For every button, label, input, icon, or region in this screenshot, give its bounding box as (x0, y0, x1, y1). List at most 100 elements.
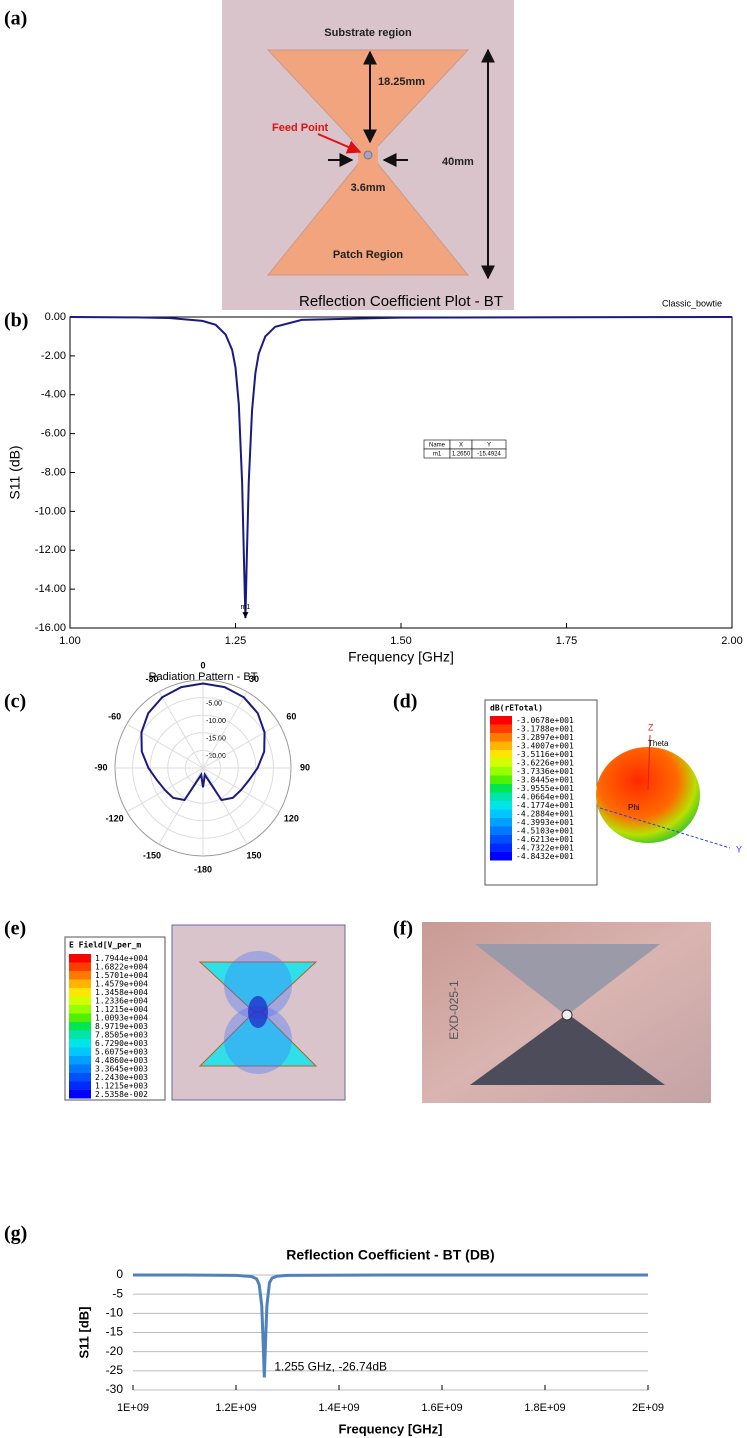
colorbar-label: 4.4860e+003 (95, 1056, 148, 1065)
angle-tick-label: 60 (286, 711, 296, 721)
corner-label: Classic_bowtie (662, 298, 722, 308)
y-tick-label: -10.00 (35, 505, 66, 517)
colorbar-swatch (490, 792, 512, 801)
marker-label: m1 (241, 604, 251, 611)
colorbar-label: 6.7290e+003 (95, 1039, 148, 1048)
colorbar-swatch (490, 818, 512, 827)
colorbar-swatch (69, 1022, 91, 1031)
colorbar-swatch (490, 733, 512, 742)
angle-tick-label: -180 (194, 864, 212, 874)
legend-title: E Field[V_per_m (69, 940, 141, 950)
colorbar-label: 1.7944e+004 (95, 954, 148, 963)
colorbar-label: -4.5103e+001 (516, 827, 574, 836)
colorbar-swatch (69, 962, 91, 971)
axis-label: Phi (628, 803, 640, 812)
y-tick-label: 0 (116, 1267, 123, 1281)
colorbar-swatch (490, 775, 512, 784)
photo-feed (561, 1009, 573, 1021)
colorbar-label: 1.2336e+004 (95, 997, 148, 1006)
angle-tick-label: -150 (143, 851, 161, 861)
field-spot (224, 1006, 292, 1074)
colorbar-label: -3.1788e+001 (516, 725, 574, 734)
y-tick-label: -2.00 (41, 350, 66, 362)
colorbar-label: -3.7336e+001 (516, 767, 574, 776)
colorbar-label: -3.6226e+001 (516, 759, 574, 768)
y-tick-label: -6.00 (41, 428, 66, 440)
y-tick-label: -20 (106, 1344, 124, 1358)
marker-table-header: Y (487, 443, 491, 449)
diagram-label: 40mm (442, 156, 474, 168)
axis-line (599, 807, 731, 849)
angle-tick-label: -120 (106, 813, 124, 823)
y-tick-label: -25 (106, 1363, 124, 1377)
y-axis-label: S11 [dB] (76, 1306, 91, 1358)
colorbar-swatch (69, 1005, 91, 1014)
x-tick-label: 2.00 (721, 635, 742, 647)
colorbar-label: -3.5116e+001 (516, 750, 574, 759)
colorbar-label: 7.8505e+003 (95, 1031, 148, 1040)
x-tick-label: 1E+09 (117, 1402, 149, 1414)
panel-label: (b) (4, 310, 28, 332)
diagram-label: Patch Region (333, 249, 404, 261)
r-tick-label: -10.00 (206, 718, 226, 725)
colorbar-label: 2.2430e+003 (95, 1073, 148, 1082)
colorbar-swatch (69, 954, 91, 963)
marker-table-cell (471, 448, 507, 459)
x-tick-label: 1.8E+09 (524, 1402, 565, 1414)
colorbar-swatch (69, 988, 91, 997)
diagram-label: Feed Point (272, 122, 329, 134)
angle-tick-label: -60 (108, 711, 121, 721)
y-tick-label: -5 (112, 1286, 123, 1300)
panel-label: (a) (4, 8, 27, 30)
x-tick-label: 2E+09 (632, 1402, 664, 1414)
photo-patch (470, 1017, 665, 1085)
marker-table-header: X (459, 443, 463, 449)
panel-label: (c) (4, 691, 26, 713)
angle-tick-label: -30 (145, 674, 158, 684)
pattern-line (140, 682, 266, 802)
panel-label: (d) (393, 691, 417, 713)
colorbar-swatch (490, 767, 512, 776)
y-tick-label: -15 (106, 1325, 124, 1339)
marker-table-header: Name (429, 443, 446, 449)
diagram-label: 18.25mm (378, 76, 425, 88)
y-tick-label: -14.00 (35, 583, 66, 595)
chart-title: Reflection Coefficient - BT (DB) (286, 1247, 494, 1263)
colorbar-swatch (490, 843, 512, 852)
marker-table-value: 1.2650 (452, 452, 471, 458)
colorbar-swatch (490, 801, 512, 810)
colorbar-label: -4.7322e+001 (516, 844, 574, 853)
x-tick-label: 1.75 (556, 635, 577, 647)
pattern-body (596, 747, 700, 843)
angle-tick-label: 0 (200, 660, 205, 670)
colorbar-label: 3.3645e+003 (95, 1065, 148, 1074)
colorbar-swatch (69, 996, 91, 1005)
colorbar-label: -3.8445e+001 (516, 776, 574, 785)
y-tick-label: 0.00 (45, 311, 66, 323)
colorbar-swatch (490, 716, 512, 725)
grid-spoke (126, 723, 204, 769)
axis-line (647, 734, 651, 791)
colorbar-swatch (69, 1090, 91, 1099)
colorbar-swatch (69, 1064, 91, 1073)
colorbar-label: -3.9555e+001 (516, 784, 574, 793)
colorbar-swatch (69, 1081, 91, 1090)
angle-tick-label: 30 (249, 674, 259, 684)
x-tick-label: 1.4E+09 (318, 1402, 359, 1414)
angle-tick-label: 90 (300, 762, 310, 772)
colorbar-label: 1.1215e+003 (95, 1082, 148, 1091)
grid-spoke (202, 767, 248, 845)
colorbar: 1.7944e+0041.6822e+0041.5701e+0041.4579e… (69, 954, 148, 1099)
grid-spoke (202, 723, 280, 769)
antenna-diagram: Substrate region 18.25mm Feed Point 3.6m… (222, 0, 514, 310)
colorbar-label: -3.4007e+001 (516, 742, 574, 751)
r-tick-label: -15.00 (206, 736, 226, 743)
colorbar-swatch (69, 1039, 91, 1048)
efield: E Field[V_per_m 1.7944e+0041.6822e+0041.… (64, 924, 346, 1101)
panel-label: (e) (4, 918, 26, 940)
colorbar-label: -4.1774e+001 (516, 801, 574, 810)
field-spot (248, 996, 268, 1028)
grid-spoke (202, 691, 248, 769)
r-tick-label: -20.00 (206, 753, 226, 760)
